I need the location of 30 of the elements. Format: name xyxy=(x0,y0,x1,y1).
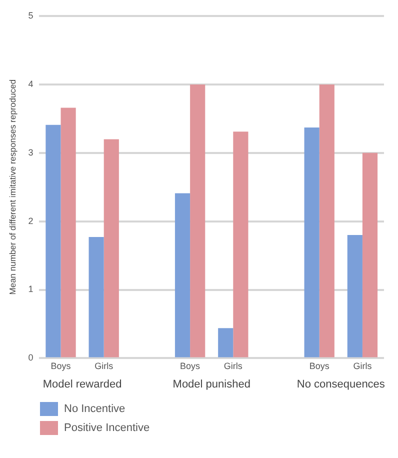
bar xyxy=(218,328,234,358)
y-tick-label: 2 xyxy=(28,216,34,226)
bar xyxy=(104,139,119,358)
y-tick-label: 1 xyxy=(28,284,34,294)
y-axis-title: Mean number of different imitative responses reproduced xyxy=(7,79,18,295)
x-tick-label: Boys xyxy=(180,361,201,372)
y-tick-label: 0 xyxy=(28,352,34,363)
x-tick-label: Girls xyxy=(353,361,372,372)
bar xyxy=(190,84,206,358)
legend-label: Positive Incentive xyxy=(64,422,150,434)
bar xyxy=(304,128,320,358)
bar xyxy=(347,235,362,358)
bar xyxy=(362,152,378,358)
bar xyxy=(46,124,61,358)
legend-label: No Incentive xyxy=(64,403,126,415)
y-tick-label: 3 xyxy=(28,147,34,158)
y-tick-label: 4 xyxy=(28,78,34,89)
y-tick-label: 5 xyxy=(28,10,34,20)
x-tick-label: Girls xyxy=(224,361,243,372)
bar xyxy=(233,132,248,358)
x-tick-label: Boys xyxy=(309,361,330,372)
text: Model punished xyxy=(172,378,250,391)
text: No consequences xyxy=(296,378,386,391)
bar xyxy=(88,237,104,358)
bar xyxy=(319,84,334,358)
x-tick-label: Boys xyxy=(50,361,72,372)
bar xyxy=(60,108,76,358)
bar xyxy=(174,193,190,358)
x-tick-label: Girls xyxy=(94,361,114,372)
text: Model rewarded xyxy=(42,378,122,391)
